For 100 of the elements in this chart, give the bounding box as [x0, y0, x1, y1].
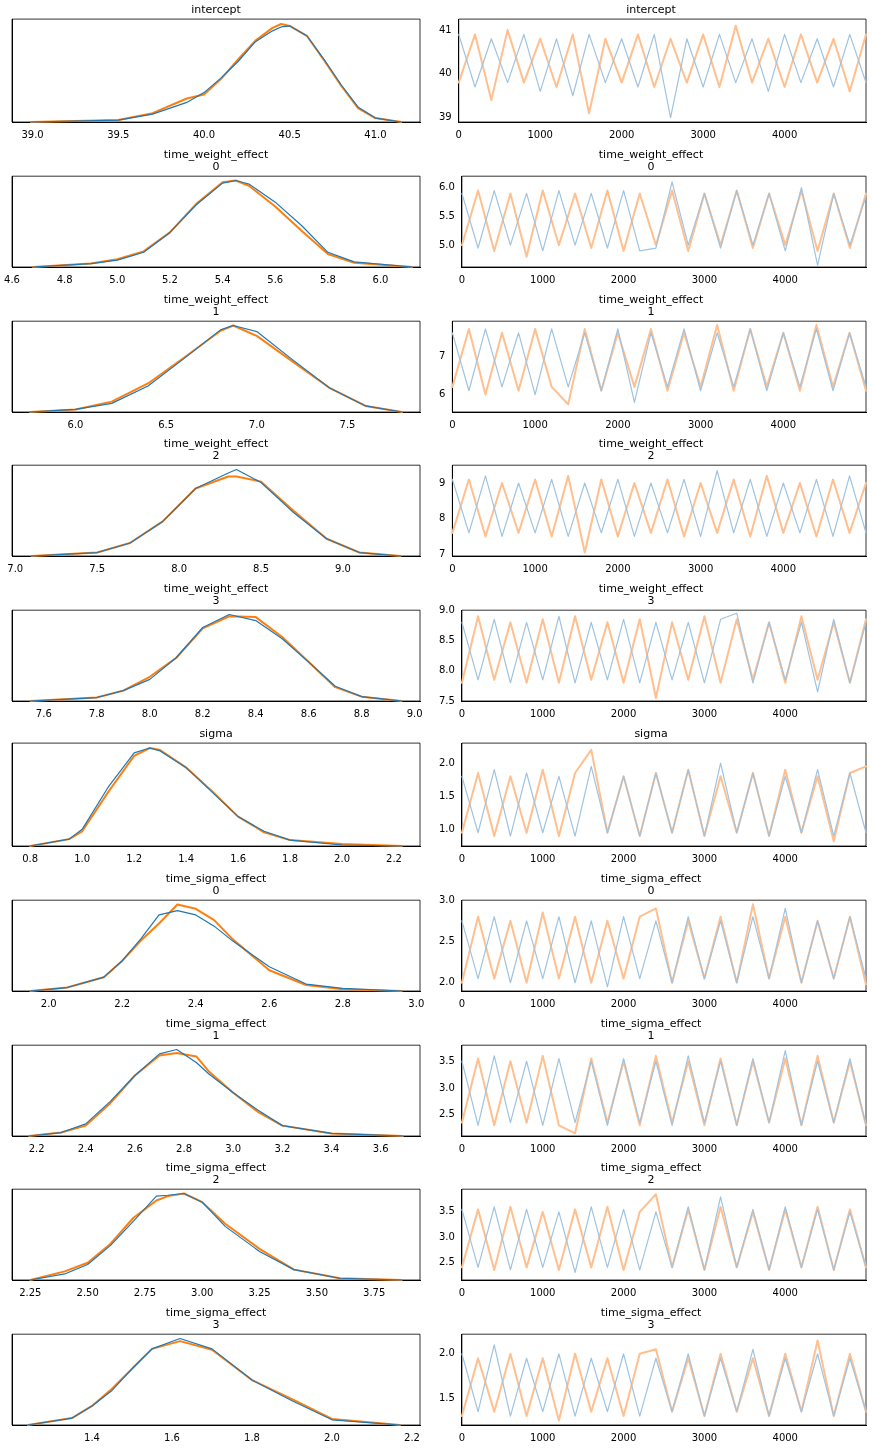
x-tick-label: 3000	[691, 707, 718, 719]
x-tick-label: 3000	[691, 1431, 718, 1443]
y-tick-label: 2.0	[439, 1347, 455, 1359]
chart-title: time_weight_effect 0	[163, 147, 269, 173]
x-tick-label: 1.8	[282, 852, 299, 864]
x-tick-label: 4000	[772, 707, 798, 719]
x-tick-label: 2000	[610, 707, 637, 719]
x-tick-label: 0	[458, 852, 466, 864]
x-tick-label: 2000	[610, 997, 637, 1009]
y-tick-label: 8	[438, 512, 446, 524]
x-tick-label: 8.6	[300, 707, 317, 719]
chart-title: time_sigma_effect 2	[600, 1161, 702, 1187]
y-tick-label: 3.5	[439, 1054, 455, 1066]
x-tick-label: 8.5	[253, 562, 270, 574]
x-tick-label: 1000	[522, 418, 548, 430]
x-tick-label: 1000	[530, 997, 556, 1009]
x-tick-label: 7.0	[7, 562, 24, 574]
x-tick-label: 8.8	[353, 707, 370, 719]
y-tick-label: 8.5	[439, 634, 455, 646]
y-tick-label: 5.0	[439, 238, 455, 250]
y-tick-label: 2.5	[439, 934, 455, 946]
x-tick-label: 1000	[530, 852, 556, 864]
x-tick-label: 4000	[772, 997, 798, 1009]
x-tick-label: 8.4	[247, 707, 264, 719]
x-tick-label: 0.8	[22, 852, 39, 864]
chart-title: time_weight_effect 0	[598, 147, 704, 173]
y-tick-label: 8.0	[439, 664, 455, 676]
x-tick-label: 2000	[610, 273, 637, 285]
chart-title: time_sigma_effect 3	[165, 1306, 267, 1332]
x-tick-label: 1.2	[126, 852, 143, 864]
y-tick-label: 6	[438, 387, 446, 399]
x-tick-label: 2.6	[261, 997, 278, 1009]
x-tick-label: 0	[458, 1142, 466, 1154]
y-tick-label: 2.5	[439, 1107, 455, 1119]
x-tick-label: 4000	[772, 852, 798, 864]
y-tick-label: 3.5	[439, 1205, 455, 1217]
y-tick-label: 3.0	[439, 1231, 455, 1243]
x-tick-label: 2.0	[334, 852, 350, 864]
x-tick-label: 4000	[771, 128, 798, 140]
x-tick-label: 3.50	[305, 1286, 328, 1298]
x-tick-label: 0	[455, 128, 462, 140]
x-tick-label: 9.0	[406, 707, 423, 719]
x-tick-label: 8.0	[171, 562, 188, 574]
x-tick-label: 3000	[691, 273, 718, 285]
x-tick-label: 6.5	[158, 418, 175, 430]
y-tick-label: 6.0	[439, 181, 455, 193]
x-tick-label: 4000	[770, 418, 797, 430]
x-tick-label: 2000	[610, 1286, 637, 1298]
x-tick-label: 40.5	[278, 128, 301, 140]
y-tick-label: 1.5	[439, 1392, 455, 1404]
chart-title: sigma	[634, 726, 668, 740]
x-tick-label: 7.6	[35, 707, 52, 719]
x-tick-label: 4.6	[4, 273, 20, 285]
x-tick-label: 1.8	[244, 1431, 260, 1443]
chart-title: time_weight_effect 1	[163, 292, 269, 318]
y-tick-label: 9.0	[439, 603, 455, 615]
x-tick-label: 8.0	[141, 707, 158, 719]
x-tick-label: 39.5	[107, 128, 130, 140]
x-tick-label: 3.0	[225, 1142, 242, 1154]
x-tick-label: 2.4	[187, 997, 204, 1009]
x-tick-label: 8.2	[194, 707, 211, 719]
chart-title: time_sigma_effect 0	[600, 871, 702, 897]
x-tick-label: 3.2	[274, 1142, 291, 1154]
y-tick-label: 2.5	[439, 1256, 455, 1268]
x-tick-label: 6.0	[372, 273, 389, 285]
chart-title: intercept	[626, 2, 677, 16]
x-tick-label: 4000	[772, 1142, 798, 1154]
x-tick-label: 0	[458, 1286, 466, 1298]
x-tick-label: 2.2	[404, 1431, 420, 1443]
y-tick-label: 1.0	[439, 823, 455, 834]
x-tick-label: 1000	[527, 128, 553, 140]
y-tick-label: 5.5	[439, 209, 455, 221]
x-tick-label: 4000	[770, 562, 797, 574]
x-tick-label: 2.25	[19, 1286, 42, 1298]
x-tick-label: 5.2	[161, 273, 178, 285]
x-tick-label: 2000	[605, 418, 631, 430]
chart-title: time_weight_effect 1	[598, 292, 704, 318]
x-tick-label: 3.0	[408, 997, 425, 1009]
x-tick-label: 0	[449, 418, 456, 430]
x-tick-label: 2.0	[324, 1431, 340, 1443]
x-tick-label: 2000	[608, 128, 635, 140]
y-tick-label: 7	[438, 548, 446, 560]
y-tick-label: 2.0	[439, 756, 455, 768]
x-tick-label: 3.00	[191, 1286, 214, 1298]
chart-title: time_weight_effect 3	[598, 582, 704, 608]
x-tick-label: 1000	[522, 562, 548, 574]
x-tick-label: 0	[449, 562, 456, 574]
chart-title: intercept	[191, 2, 242, 16]
chart-title: sigma	[199, 726, 233, 740]
y-tick-label: 1.5	[439, 789, 455, 801]
x-tick-label: 3000	[691, 1142, 718, 1154]
y-tick-label: 41	[438, 23, 452, 35]
x-tick-label: 3000	[690, 128, 716, 140]
x-tick-label: 4.8	[56, 273, 73, 285]
chart-title: time_weight_effect 2	[598, 437, 704, 463]
x-tick-label: 9.0	[335, 562, 351, 574]
x-tick-label: 2.4	[77, 1142, 94, 1154]
x-tick-label: 0	[458, 997, 466, 1009]
x-tick-label: 2000	[610, 852, 637, 864]
x-tick-label: 1.4	[84, 1431, 100, 1443]
